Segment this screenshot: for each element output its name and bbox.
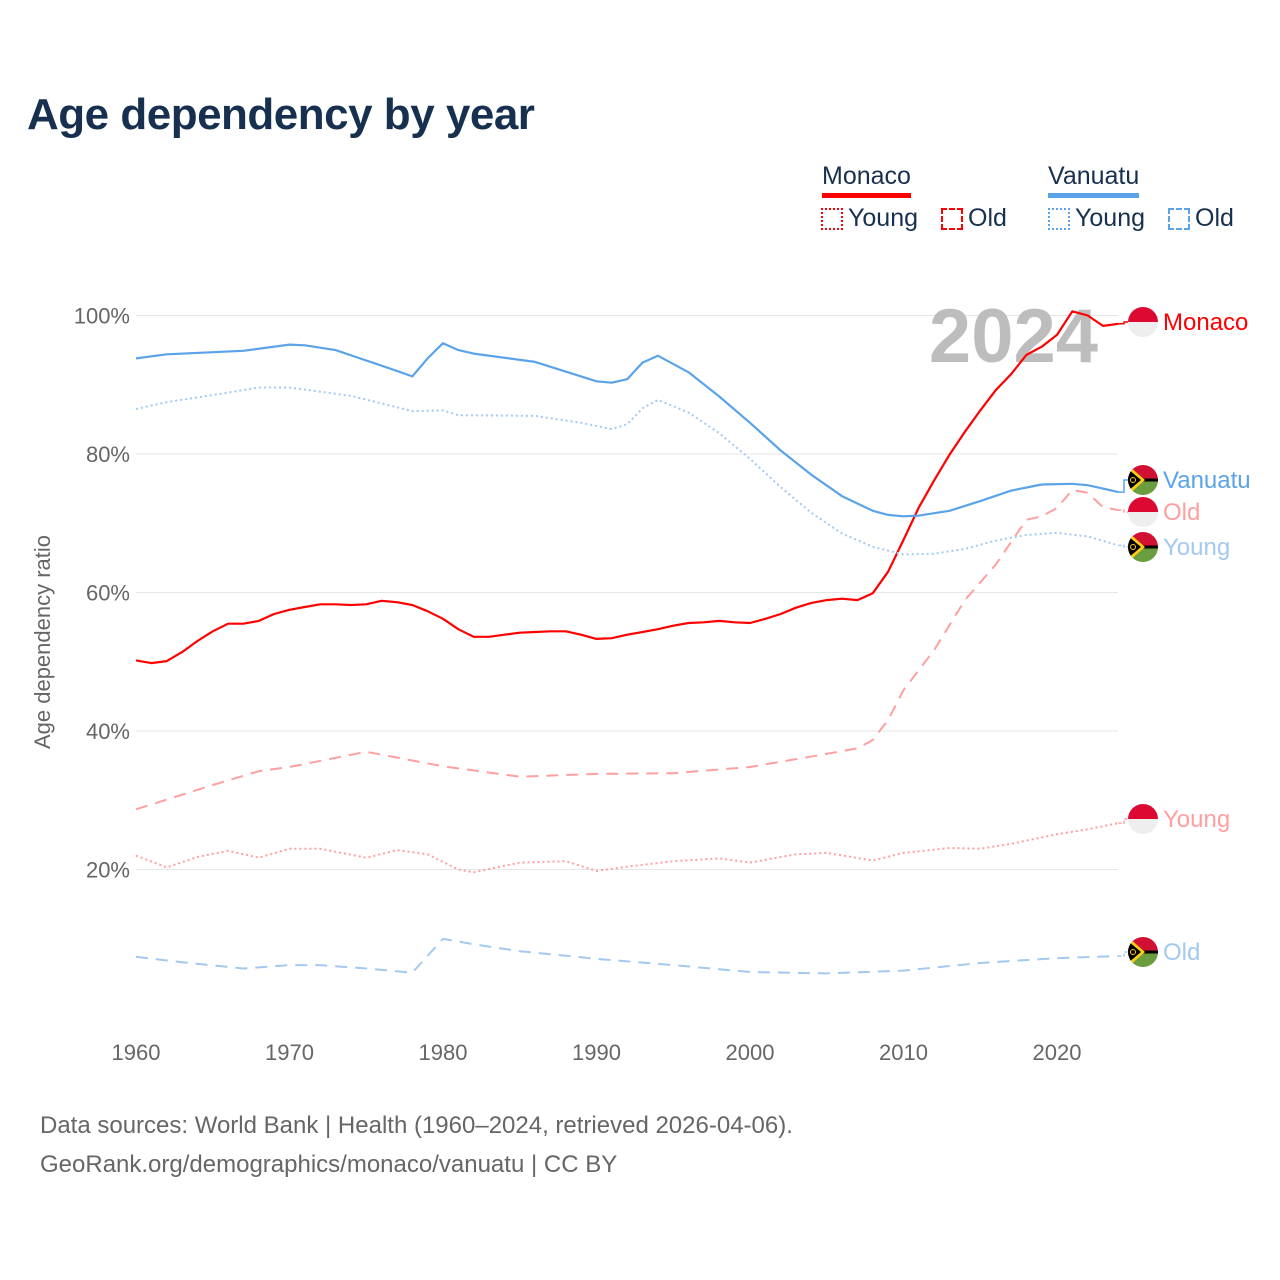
legend-label: Old bbox=[968, 204, 1007, 232]
flag-body bbox=[1128, 937, 1158, 967]
legend-vanuatu-young[interactable]: Young bbox=[1048, 204, 1145, 233]
dotted-swatch-icon bbox=[1048, 207, 1070, 230]
x-tick-label: 1990 bbox=[572, 1040, 621, 1065]
end-label: Old bbox=[1163, 499, 1200, 526]
chart-title: Age dependency by year bbox=[27, 90, 535, 139]
flag-white bbox=[1128, 322, 1158, 337]
leader-line bbox=[1118, 321, 1130, 325]
end-label: Young bbox=[1163, 806, 1230, 833]
legend-monaco-old[interactable]: Old bbox=[941, 204, 1007, 233]
y-tick-label: 40% bbox=[86, 719, 130, 744]
leader-line bbox=[1118, 509, 1130, 513]
legend-label: Young bbox=[1075, 204, 1145, 232]
y-tick-label: 100% bbox=[74, 304, 130, 329]
y-tick-label: 60% bbox=[86, 581, 130, 606]
flag-emblem bbox=[1130, 477, 1136, 483]
flag-red bbox=[1128, 804, 1158, 819]
end-label: Young bbox=[1163, 534, 1230, 561]
flag-body bbox=[1128, 307, 1158, 337]
flag-triangle bbox=[1128, 536, 1141, 558]
footer-link[interactable]: GeoRank.org/demographics/monaco/vanuatu … bbox=[40, 1151, 618, 1178]
x-tick-label: 2020 bbox=[1033, 1040, 1082, 1065]
series-line-vanuatu bbox=[135, 342, 1119, 518]
x-tick-label: 1970 bbox=[265, 1040, 314, 1065]
vanuatu-flag-icon bbox=[1128, 532, 1158, 562]
flag-white bbox=[1128, 512, 1158, 527]
flag-body bbox=[1128, 532, 1158, 562]
flag-body bbox=[1128, 465, 1158, 495]
legend-monaco[interactable]: Monaco bbox=[822, 162, 911, 198]
x-tick-label: 1980 bbox=[419, 1040, 468, 1065]
leader-line bbox=[1118, 818, 1130, 824]
end-label: Vanuatu bbox=[1163, 467, 1251, 494]
leader-line bbox=[1118, 951, 1130, 957]
y-axis-label: Age dependency ratio bbox=[30, 535, 55, 749]
series-line-monaco bbox=[135, 310, 1119, 665]
footer-sources: Data sources: World Bank | Health (1960–… bbox=[40, 1112, 793, 1139]
monaco-flag-icon bbox=[1128, 497, 1158, 527]
x-tick-label: 1960 bbox=[112, 1040, 161, 1065]
y-tick-label: 80% bbox=[86, 442, 130, 467]
flag-triangle bbox=[1128, 941, 1141, 963]
flag-emblem bbox=[1130, 949, 1136, 955]
end-label: Monaco bbox=[1163, 309, 1248, 336]
year-overlay: 2024 bbox=[929, 294, 1098, 379]
dashed-swatch-icon bbox=[1168, 207, 1190, 230]
footer: Data sources: World Bank | Health (1960–… bbox=[40, 1106, 793, 1184]
x-tick-label: 2000 bbox=[726, 1040, 775, 1065]
x-tick-label: 2010 bbox=[879, 1040, 928, 1065]
vanuatu-flag-icon bbox=[1128, 937, 1158, 967]
flag-white bbox=[1128, 819, 1158, 834]
series-line-vanuatu-young bbox=[135, 386, 1119, 556]
end-label: Old bbox=[1163, 939, 1200, 966]
flag-red bbox=[1128, 307, 1158, 322]
series-line-monaco-old bbox=[135, 489, 1119, 811]
monaco-flag-icon bbox=[1128, 307, 1158, 337]
legend-label: Old bbox=[1195, 204, 1234, 232]
leader-line bbox=[1118, 544, 1130, 548]
legend-monaco-young[interactable]: Young bbox=[821, 204, 918, 233]
dotted-swatch-icon bbox=[821, 207, 843, 230]
flag-body bbox=[1128, 804, 1158, 834]
flag-emblem bbox=[1130, 544, 1136, 550]
leader-line bbox=[1118, 479, 1130, 493]
flag-body bbox=[1128, 497, 1158, 527]
series-line-monaco-young bbox=[135, 822, 1119, 874]
flag-triangle bbox=[1128, 469, 1141, 491]
dashed-swatch-icon bbox=[941, 207, 963, 230]
flag-red bbox=[1128, 497, 1158, 512]
vanuatu-flag-icon bbox=[1128, 465, 1158, 495]
legend-vanuatu-old[interactable]: Old bbox=[1168, 204, 1234, 233]
legend-label: Young bbox=[848, 204, 918, 232]
series-line-vanuatu-old bbox=[135, 937, 1119, 975]
monaco-flag-icon bbox=[1128, 804, 1158, 834]
legend-vanuatu[interactable]: Vanuatu bbox=[1048, 162, 1140, 198]
y-tick-label: 20% bbox=[86, 858, 130, 883]
